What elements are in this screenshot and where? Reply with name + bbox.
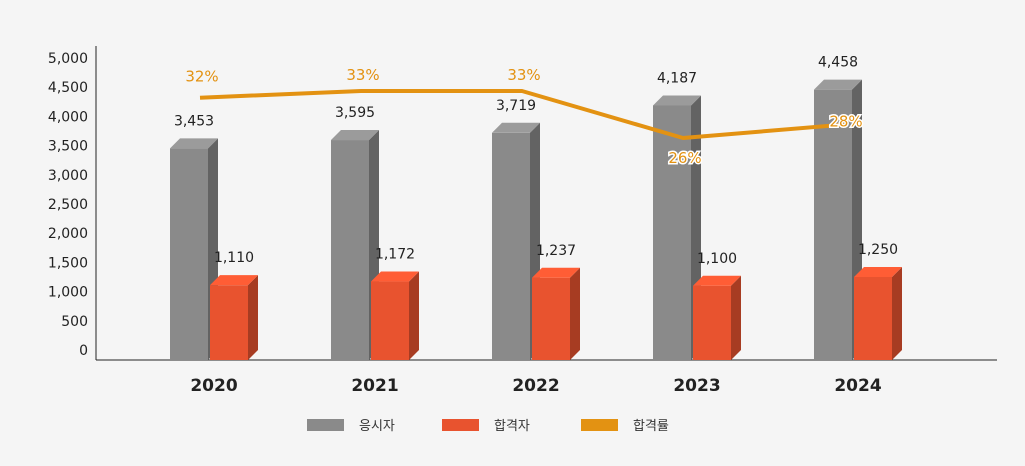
- passer-bar: [210, 285, 248, 360]
- passer-value-label: 1,110: [214, 250, 254, 266]
- passer-bar-side: [570, 267, 580, 360]
- y-tick-label: 2,500: [48, 197, 88, 213]
- x-tick-label: 2022: [512, 376, 559, 396]
- pass-rate-label: 26%: [668, 149, 701, 167]
- passer-bar-top: [693, 275, 741, 286]
- applicant-value-label: 3,719: [496, 98, 536, 114]
- passer-bar-top: [854, 267, 902, 277]
- legend-label: 합격자: [494, 419, 530, 434]
- applicant-bar-top: [814, 79, 862, 90]
- legend-swatch: [307, 419, 344, 431]
- y-tick-label: 3,500: [48, 139, 88, 155]
- passer-bar-top: [210, 275, 258, 286]
- legend-label: 합격률: [633, 419, 669, 434]
- y-tick-label: 1,500: [48, 255, 88, 271]
- y-tick-label: 4,000: [48, 109, 88, 125]
- pass-rate-label: 33%: [346, 66, 379, 84]
- passer-value-label: 1,100: [697, 251, 737, 267]
- passer-bar: [371, 281, 409, 360]
- passer-value-label: 1,237: [536, 243, 576, 259]
- y-tick-label: 2,000: [48, 226, 88, 242]
- passer-bar-side: [892, 267, 902, 360]
- passer-bar-top: [532, 267, 580, 278]
- passer-bar: [854, 277, 892, 360]
- applicant-value-label: 4,187: [657, 70, 697, 86]
- x-tick-label: 2021: [351, 376, 398, 396]
- applicant-bar: [814, 89, 852, 360]
- applicant-bar: [653, 105, 691, 360]
- x-tick-label: 2024: [834, 376, 881, 396]
- passer-bar-side: [248, 275, 258, 360]
- pass-rate-line: [199, 89, 845, 140]
- pass-rate-label: 28%: [829, 113, 862, 131]
- legend-swatch: [442, 419, 479, 431]
- y-tick-label: 500: [61, 314, 88, 330]
- y-tick-label: 3,000: [48, 168, 88, 184]
- passer-bar-side: [731, 275, 741, 360]
- x-tick-label: 2020: [190, 376, 237, 396]
- passer-bar-side: [409, 271, 419, 360]
- y-tick-label: 0: [79, 343, 88, 359]
- applicant-bar: [492, 132, 530, 360]
- applicant-bar-top: [331, 130, 379, 141]
- applicant-bar-top: [492, 122, 540, 133]
- y-tick-label: 5,000: [48, 51, 88, 67]
- passer-bar: [532, 277, 570, 360]
- y-tick-label: 1,000: [48, 285, 88, 301]
- applicant-value-label: 3,595: [335, 105, 375, 121]
- pass-rate-label: 33%: [507, 66, 540, 84]
- pass-rate-label: 32%: [185, 68, 218, 86]
- applicant-value-label: 3,453: [174, 113, 214, 129]
- y-tick-label: 4,500: [48, 80, 88, 96]
- applicant-bar: [170, 148, 208, 360]
- applicant-bar-top: [170, 138, 218, 149]
- legend-swatch: [581, 419, 618, 431]
- x-tick-label: 2023: [673, 376, 720, 396]
- applicant-value-label: 4,458: [818, 55, 858, 71]
- passer-value-label: 1,172: [375, 247, 415, 263]
- passer-value-label: 1,250: [858, 242, 898, 258]
- applicant-bar-top: [653, 95, 701, 106]
- passer-bar-top: [371, 271, 419, 282]
- applicant-bar: [331, 140, 369, 360]
- legend-label: 응시자: [359, 419, 395, 434]
- passer-bar: [693, 285, 731, 360]
